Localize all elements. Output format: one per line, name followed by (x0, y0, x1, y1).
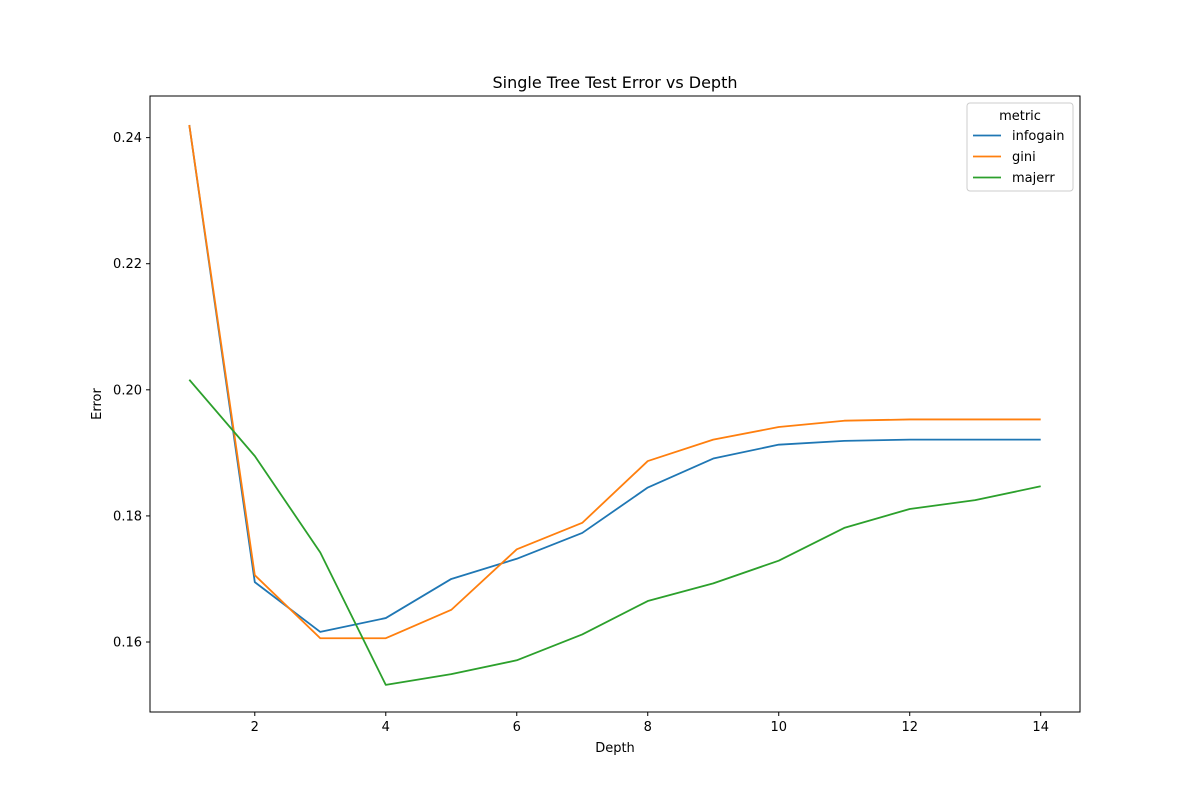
y-tick-label: 0.24 (113, 131, 142, 146)
x-tick-label: 10 (770, 720, 787, 735)
x-axis: 2 4 6 8 10 12 14 (251, 712, 1049, 735)
x-tick-label: 12 (901, 720, 918, 735)
chart-title: Single Tree Test Error vs Depth (493, 73, 738, 92)
legend-box (966, 102, 1074, 192)
x-axis-label: Depth (595, 741, 635, 756)
y-tick-label: 0.22 (113, 257, 142, 272)
y-tick-label: 0.16 (113, 636, 142, 651)
series-line-gini (188, 124, 1041, 640)
y-tick-label: 0.18 (113, 509, 142, 524)
series-line-majerr (188, 379, 1041, 686)
y-axis-label: Error (90, 388, 105, 420)
series-layer (188, 124, 1041, 686)
x-tick-label: 14 (1032, 720, 1049, 735)
legend-title: metric (999, 109, 1041, 124)
series-line-infogain (188, 124, 1041, 633)
legend-label-gini: gini (1012, 150, 1036, 165)
x-tick-label: 6 (513, 720, 521, 735)
axes-frame (149, 95, 1081, 713)
y-tick-label: 0.20 (113, 383, 142, 398)
x-tick-label: 4 (382, 720, 390, 735)
legend: metric infogain gini majerr (966, 102, 1074, 192)
x-tick-label: 2 (251, 720, 259, 735)
y-axis: 0.16 0.18 0.20 0.22 0.24 (113, 131, 150, 651)
legend-label-majerr: majerr (1012, 171, 1055, 186)
x-tick-label: 8 (644, 720, 652, 735)
legend-label-infogain: infogain (1012, 129, 1064, 144)
